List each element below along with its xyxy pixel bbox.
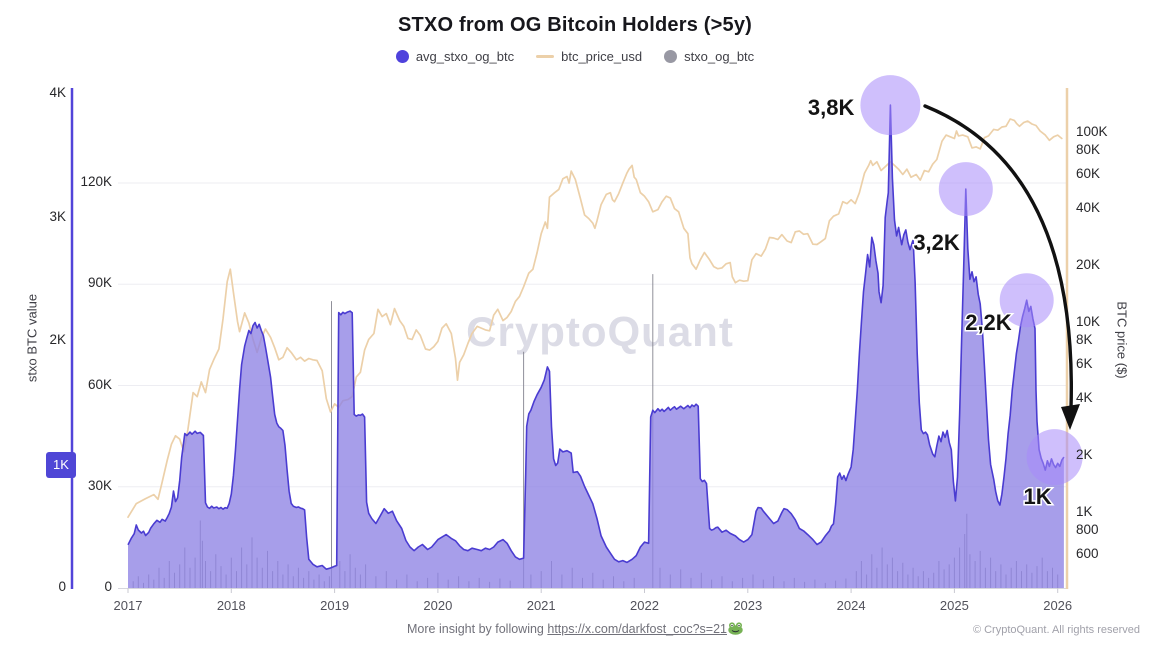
chart-legend: avg_stxo_og_btc btc_price_usd stxo_og_bt…: [0, 49, 1150, 64]
copyright-text: © CryptoQuant. All rights reserved: [972, 624, 1140, 636]
x-axis-tick-label: 2018: [216, 598, 246, 613]
footer-text: More insight by following: [407, 622, 548, 636]
x-axis-tick-label: 2017: [113, 598, 143, 613]
avg-stxo-outline: [127, 104, 1065, 570]
y-axis-inner-tick-label: 30K: [87, 477, 112, 493]
y-axis-right-tick-label: 80K: [1076, 142, 1101, 158]
footer-link[interactable]: https://x.com/darkfost_coc?s=21: [547, 622, 727, 636]
annotation-label: 1K: [1023, 484, 1051, 509]
y-axis-right-tick-label: 4K: [1076, 389, 1093, 405]
annotation-circle: [860, 75, 921, 136]
x-axis-tick-label: 2020: [423, 598, 453, 613]
avg-stxo-area-series: [128, 105, 1064, 588]
y-axis-inner-tick-label: 0: [104, 579, 112, 594]
annotation-label: 2,2K: [965, 310, 1012, 335]
annotation-label: 3,8K: [808, 95, 855, 120]
legend-label: stxo_og_btc: [684, 49, 755, 64]
y-axis-right-tick-label: 2K: [1076, 446, 1093, 462]
annotation-label: 3,2K: [913, 230, 960, 255]
x-axis-tick-label: 2023: [733, 598, 763, 613]
chart-title: STXO from OG Bitcoin Holders (>5y): [397, 14, 753, 36]
y-axis-inner-tick-label: 60K: [87, 376, 112, 392]
y-axis-left-tick-label: 2K: [49, 332, 66, 347]
cryptoquant-watermark: CryptoQuant: [420, 308, 780, 356]
y-axis-right-tick-label: 100K: [1076, 124, 1108, 139]
y-axis-right-tick-label: 1K: [1076, 504, 1093, 519]
legend-label: avg_stxo_og_btc: [415, 49, 515, 64]
legend-label: btc_price_usd: [561, 49, 643, 64]
legend-item-btc-price[interactable]: btc_price_usd: [536, 49, 642, 64]
x-axis-tick-label: 2026: [1043, 598, 1073, 613]
x-axis-tick-label: 2022: [630, 598, 659, 613]
x-axis-tick-label: 2025: [939, 598, 969, 613]
y-axis-inner-tick-label: 120K: [80, 174, 112, 189]
plot-area[interactable]: [118, 88, 1066, 588]
annotation-circle: [1026, 429, 1083, 486]
trend-arrow-head: [1061, 404, 1080, 430]
btc-price-line-icon: [536, 55, 555, 58]
current-value-badge: 1K: [46, 451, 76, 478]
y-axis-left-tick-label: 3K: [49, 208, 66, 224]
avg-stxo-dot-icon: [395, 50, 409, 63]
y-axis-right-tick-label: 6K: [1076, 356, 1093, 372]
y-axis-right-tick-label: 800: [1076, 522, 1099, 538]
frog-icon: [728, 622, 743, 638]
y-axis-inner-tick-label: 90K: [87, 275, 112, 291]
y-axis-right-tick-label: 600: [1076, 546, 1099, 562]
annotation-circle: [999, 273, 1054, 328]
y-axis-right-tick-label: 60K: [1076, 166, 1101, 182]
y-axis-right-tick-label: 20K: [1076, 256, 1101, 272]
y-axis-left-tick-label: 0: [58, 579, 66, 594]
x-axis-tick-label: 2024: [836, 598, 866, 613]
btc-price-line-series: [127, 118, 1063, 519]
footer-note: More insight by following https://x.com/…: [0, 622, 1150, 638]
x-axis-tick-label: 2021: [526, 598, 556, 613]
x-axis-tick-label: 2019: [320, 598, 350, 613]
trend-arrow: [923, 104, 1073, 410]
y-axis-right-tick-label: 8K: [1076, 332, 1093, 348]
y-axis-left-tick-label: 4K: [49, 85, 66, 100]
annotation-circle: [938, 162, 993, 217]
legend-item-avg-stxo[interactable]: avg_stxo_og_btc: [395, 49, 515, 64]
legend-item-stxo[interactable]: stxo_og_btc: [664, 49, 754, 64]
y-axis-right-tick-label: 10K: [1076, 314, 1101, 329]
stxo-dot-icon: [664, 50, 678, 63]
y-axis-right-tick-label: 40K: [1076, 199, 1101, 215]
